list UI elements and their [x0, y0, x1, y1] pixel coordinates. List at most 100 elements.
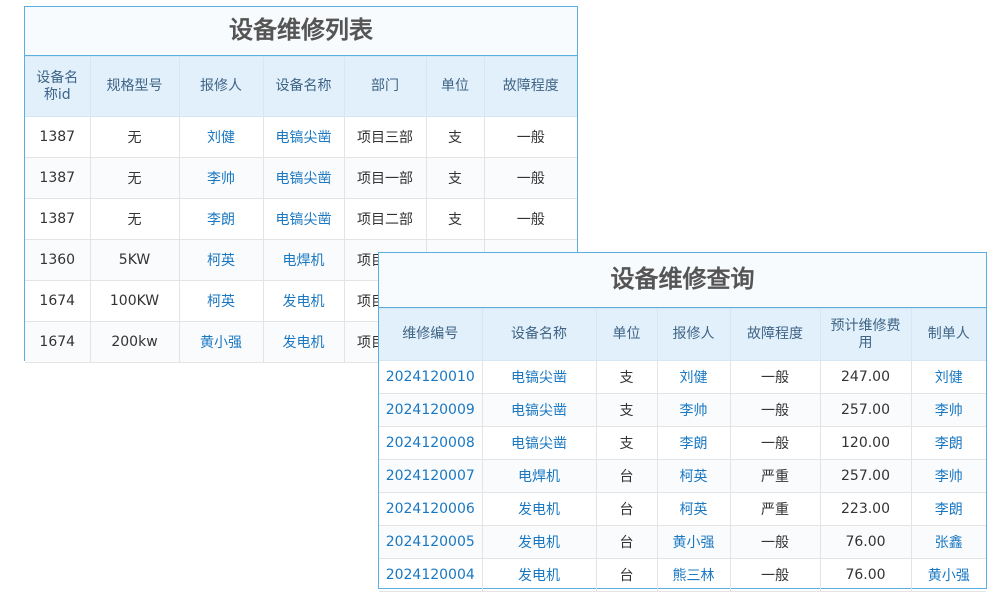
header-row: 维修编号 设备名称 单位 报修人 故障程度 预计维修费用 制单人: [379, 308, 986, 361]
cell: 台: [595, 459, 658, 493]
cell-link[interactable]: 李朗: [910, 426, 986, 460]
cell: 1387: [25, 157, 91, 199]
cell-link[interactable]: 2024120006: [379, 492, 483, 526]
column-header: 故障程度: [483, 56, 577, 117]
cell: 76.00: [819, 525, 912, 559]
cell: 支: [595, 426, 658, 460]
cell-link[interactable]: 发电机: [481, 525, 597, 559]
cell-link[interactable]: 发电机: [262, 280, 345, 322]
cell: 247.00: [819, 360, 912, 394]
cell: 257.00: [819, 459, 912, 493]
column-header: 维修编号: [379, 308, 483, 361]
cell-link[interactable]: 发电机: [481, 492, 597, 526]
cell-link[interactable]: 李帅: [910, 393, 986, 427]
table-row: 1387 无李帅 电镐尖凿 项目一部支一般: [25, 157, 577, 199]
table-row: 2024120007 电焊机台柯英 严重 257.00 李帅: [379, 459, 986, 493]
column-header: 规格型号: [89, 56, 180, 117]
column-header: 设备名称: [262, 56, 345, 117]
column-header: 设备名称id: [25, 56, 91, 117]
cell-link[interactable]: 李帅: [178, 157, 264, 199]
cell-link[interactable]: 柯英: [178, 280, 264, 322]
cell: 一般: [729, 393, 821, 427]
cell-link[interactable]: 刘健: [656, 360, 731, 394]
cell: 支: [425, 157, 485, 199]
cell-link[interactable]: 黄小强: [656, 525, 731, 559]
cell-link[interactable]: 发电机: [262, 321, 345, 363]
cell: 1387: [25, 116, 91, 158]
cell-link[interactable]: 柯英: [656, 492, 731, 526]
cell-link[interactable]: 2024120009: [379, 393, 483, 427]
cell: 台: [595, 492, 658, 526]
table-row: 1387 无李朗 电镐尖凿 项目二部支一般: [25, 198, 577, 240]
cell-link[interactable]: 电镐尖凿: [481, 393, 597, 427]
cell: 一般: [483, 116, 577, 158]
cell-link[interactable]: 电镐尖凿: [481, 426, 597, 460]
table-row: 2024120010 电镐尖凿支刘健 一般 247.00 刘健: [379, 360, 986, 394]
cell: 台: [595, 558, 658, 592]
cell: 一般: [729, 525, 821, 559]
cell-link[interactable]: 刘健: [910, 360, 986, 394]
cell-link[interactable]: 柯英: [656, 459, 731, 493]
table-row: 1387 无刘健 电镐尖凿 项目三部支一般: [25, 116, 577, 158]
column-header: 报修人: [656, 308, 731, 361]
column-header: 部门: [343, 56, 427, 117]
panel-title: 设备维修列表: [25, 7, 577, 56]
cell-link[interactable]: 张鑫: [910, 525, 986, 559]
cell-link[interactable]: 熊三林: [656, 558, 731, 592]
cell-link[interactable]: 电焊机: [262, 239, 345, 281]
cell-link[interactable]: 电镐尖凿: [481, 360, 597, 394]
cell: 项目三部: [343, 116, 427, 158]
cell-link[interactable]: 发电机: [481, 558, 597, 592]
cell-link[interactable]: 黄小强: [178, 321, 264, 363]
cell: 一般: [483, 198, 577, 240]
cell-link[interactable]: 李帅: [910, 459, 986, 493]
query-panel: 设备维修查询 维修编号 设备名称 单位 报修人 故障程度 预计维修费用 制单人 2024120…: [378, 252, 987, 592]
table-row: 2024120008 电镐尖凿支李朗 一般 120.00 李朗: [379, 426, 986, 460]
cell: 一般: [729, 360, 821, 394]
panel-title: 设备维修查询: [379, 253, 986, 308]
cell: 257.00: [819, 393, 912, 427]
column-header: 制单人: [910, 308, 986, 361]
header-row: 设备名称id 规格型号 报修人 设备名称 部门 单位 故障程度: [25, 56, 577, 117]
cell-link[interactable]: 刘健: [178, 116, 264, 158]
column-header: 单位: [425, 56, 485, 117]
column-header: 设备名称: [481, 308, 597, 361]
cell: 项目一部: [343, 157, 427, 199]
column-header: 单位: [595, 308, 658, 361]
cell-link[interactable]: 2024120005: [379, 525, 483, 559]
cell-link[interactable]: 李朗: [656, 426, 731, 460]
cell: 支: [425, 116, 485, 158]
cell: 223.00: [819, 492, 912, 526]
cell: 无: [89, 157, 180, 199]
cell: 严重: [729, 459, 821, 493]
cell: 1674: [25, 280, 91, 322]
cell-link[interactable]: 电镐尖凿: [262, 116, 345, 158]
cell-link[interactable]: 黄小强: [910, 558, 986, 592]
cell-link[interactable]: 李朗: [910, 492, 986, 526]
column-header: 故障程度: [729, 308, 821, 361]
cell: 1674: [25, 321, 91, 363]
cell: 无: [89, 116, 180, 158]
column-header: 报修人: [178, 56, 264, 117]
cell-link[interactable]: 李帅: [656, 393, 731, 427]
cell-link[interactable]: 电镐尖凿: [262, 157, 345, 199]
table-row: 2024120005 发电机台黄小强 一般 76.00 张鑫: [379, 525, 986, 559]
cell-link[interactable]: 李朗: [178, 198, 264, 240]
cell-link[interactable]: 2024120004: [379, 558, 483, 592]
cell-link[interactable]: 2024120010: [379, 360, 483, 394]
cell-link[interactable]: 柯英: [178, 239, 264, 281]
cell: 严重: [729, 492, 821, 526]
cell: 支: [425, 198, 485, 240]
cell: 无: [89, 198, 180, 240]
cell-link[interactable]: 2024120008: [379, 426, 483, 460]
cell-link[interactable]: 电焊机: [481, 459, 597, 493]
cell: 100KW: [89, 280, 180, 322]
cell: 76.00: [819, 558, 912, 592]
cell-link[interactable]: 电镐尖凿: [262, 198, 345, 240]
cell: 1360: [25, 239, 91, 281]
cell: 一般: [729, 426, 821, 460]
table-row: 2024120009 电镐尖凿支李帅 一般 257.00 李帅: [379, 393, 986, 427]
cell: 台: [595, 525, 658, 559]
cell-link[interactable]: 2024120007: [379, 459, 483, 493]
